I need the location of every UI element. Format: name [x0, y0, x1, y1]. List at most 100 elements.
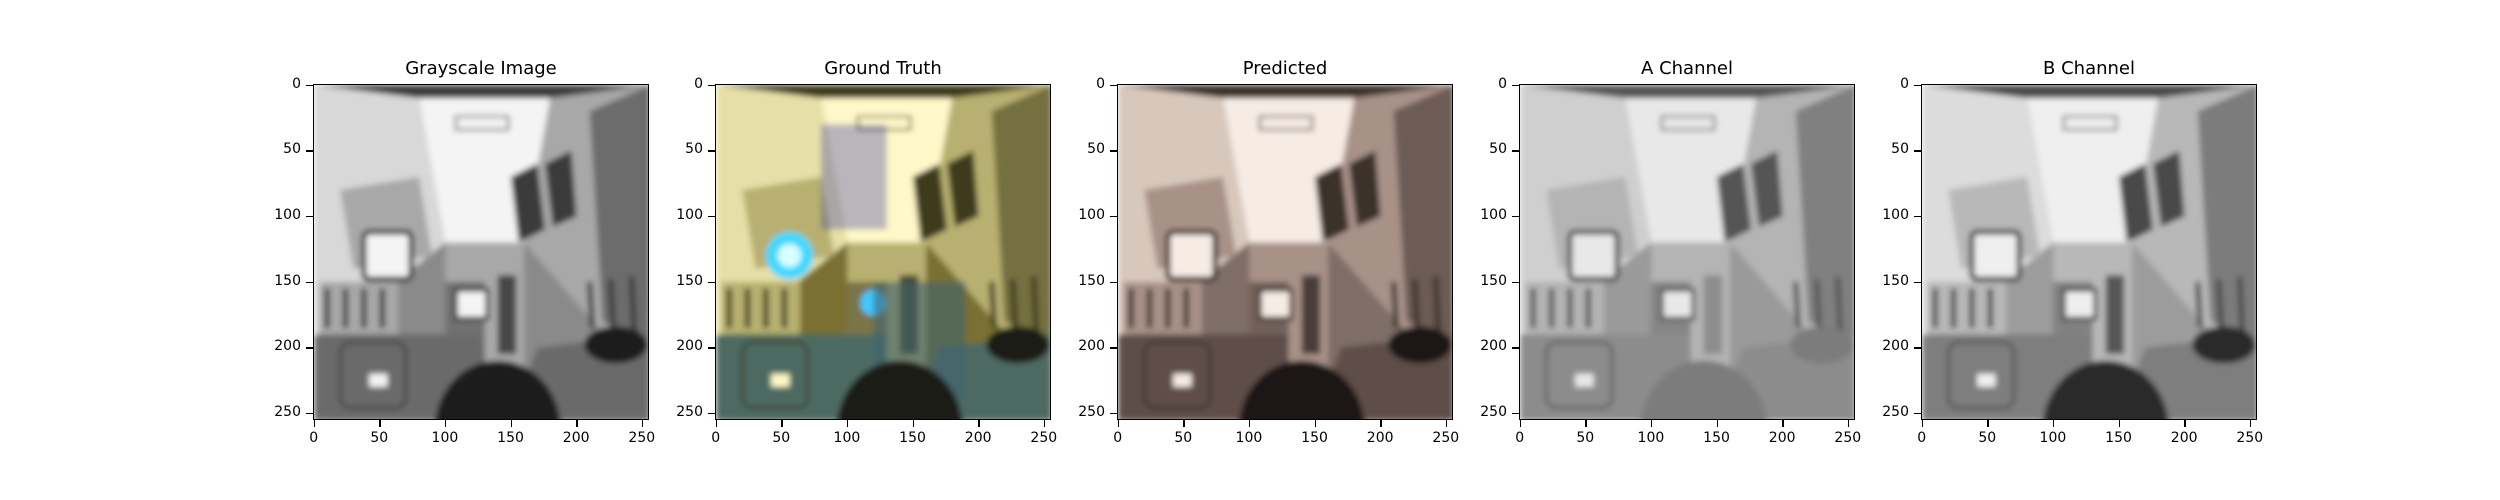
x-tick-label: 250 — [2236, 430, 2264, 446]
x-tick-label: 50 — [370, 430, 389, 446]
x-tick-label: 0 — [1917, 430, 1927, 446]
panel-title: Ground Truth — [824, 58, 942, 79]
x-tick-label: 0 — [1113, 430, 1123, 446]
y-tick-mark — [1110, 412, 1117, 415]
y-tick-label: 50 — [283, 141, 301, 158]
x-tick-mark — [576, 420, 578, 427]
y-tick-mark — [306, 281, 313, 284]
x-tick-mark — [1987, 420, 1989, 427]
y-tick-mark — [1512, 84, 1519, 87]
x-tick-label: 200 — [964, 430, 992, 446]
panel-title: Grayscale Image — [405, 58, 557, 79]
x-tick-label: 100 — [2039, 430, 2067, 446]
x-tick-label: 250 — [628, 430, 656, 446]
x-tick-mark — [1117, 420, 1120, 427]
x-tick-label: 100 — [1637, 430, 1665, 446]
x-tick-label: 0 — [711, 430, 721, 446]
y-tick-label: 0 — [1096, 75, 1105, 92]
y-tick-label: 100 — [1480, 206, 1507, 223]
y-tick-mark — [1110, 347, 1117, 349]
y-tick-label: 250 — [274, 403, 301, 420]
panel-image — [715, 84, 1051, 420]
x-tick-label: 100 — [431, 430, 459, 446]
y-tick-mark — [1914, 347, 1921, 349]
y-tick-label: 250 — [1480, 403, 1507, 420]
x-tick-mark — [846, 420, 849, 427]
x-tick-mark — [2052, 420, 2055, 427]
panel-title: A Channel — [1641, 58, 1733, 79]
y-tick-mark — [1110, 215, 1117, 218]
y-tick-label: 100 — [676, 206, 703, 223]
x-tick-mark — [715, 420, 718, 427]
x-tick-label: 150 — [497, 430, 524, 446]
x-tick-mark — [1445, 420, 1448, 427]
y-tick-mark — [708, 281, 715, 284]
y-tick-label: 150 — [274, 272, 301, 289]
x-tick-mark — [1519, 420, 1522, 427]
y-tick-mark — [708, 347, 715, 349]
y-tick-label: 0 — [1498, 75, 1507, 92]
y-tick-label: 200 — [1078, 338, 1105, 355]
x-tick-label: 50 — [1174, 430, 1193, 446]
y-tick-mark — [1914, 412, 1921, 415]
x-tick-label: 250 — [1432, 430, 1460, 446]
y-tick-mark — [708, 215, 715, 218]
x-tick-label: 100 — [1235, 430, 1263, 446]
x-tick-mark — [313, 420, 316, 427]
y-tick-label: 0 — [694, 75, 703, 92]
y-tick-label: 150 — [676, 272, 703, 289]
y-tick-label: 150 — [1078, 272, 1105, 289]
x-tick-label: 200 — [2170, 430, 2198, 446]
x-tick-label: 250 — [1030, 430, 1058, 446]
x-tick-mark — [978, 420, 980, 427]
y-tick-mark — [306, 347, 313, 349]
x-tick-mark — [444, 420, 447, 427]
x-tick-label: 250 — [1834, 430, 1862, 446]
y-tick-label: 100 — [274, 206, 301, 223]
x-tick-mark — [1314, 420, 1317, 427]
y-tick-label: 200 — [1480, 338, 1507, 355]
y-tick-mark — [1110, 281, 1117, 284]
x-tick-label: 200 — [562, 430, 590, 446]
x-tick-mark — [1043, 420, 1046, 427]
x-tick-mark — [641, 420, 644, 427]
y-tick-label: 250 — [1882, 403, 1909, 420]
y-tick-mark — [1512, 412, 1519, 415]
x-tick-mark — [1782, 420, 1784, 427]
y-tick-label: 0 — [292, 75, 301, 92]
y-tick-mark — [1914, 281, 1921, 284]
x-tick-label: 50 — [1576, 430, 1595, 446]
y-tick-mark — [306, 84, 313, 87]
x-tick-mark — [510, 420, 513, 427]
panel-title: B Channel — [2043, 58, 2135, 79]
x-tick-mark — [781, 420, 783, 427]
x-tick-mark — [2184, 420, 2186, 427]
panel-image — [1921, 84, 2257, 420]
x-tick-mark — [1921, 420, 1924, 427]
x-tick-label: 100 — [833, 430, 861, 446]
x-tick-label: 200 — [1768, 430, 1796, 446]
y-tick-label: 50 — [1087, 141, 1105, 158]
y-tick-mark — [1110, 84, 1117, 87]
x-tick-label: 150 — [1301, 430, 1328, 446]
y-tick-mark — [1512, 347, 1519, 349]
x-tick-mark — [1380, 420, 1382, 427]
y-tick-label: 100 — [1882, 206, 1909, 223]
y-tick-label: 0 — [1900, 75, 1909, 92]
x-tick-mark — [1585, 420, 1587, 427]
y-tick-label: 50 — [1891, 141, 1909, 158]
y-tick-mark — [306, 150, 313, 152]
x-tick-label: 50 — [772, 430, 791, 446]
x-tick-label: 0 — [309, 430, 319, 446]
y-tick-label: 200 — [676, 338, 703, 355]
y-tick-label: 250 — [676, 403, 703, 420]
y-tick-mark — [1512, 281, 1519, 284]
x-tick-mark — [912, 420, 915, 427]
panel-image — [1519, 84, 1855, 420]
x-tick-mark — [1847, 420, 1850, 427]
x-tick-mark — [1183, 420, 1185, 427]
y-tick-mark — [1914, 150, 1921, 152]
panel-image — [1117, 84, 1453, 420]
x-tick-mark — [2249, 420, 2252, 427]
x-tick-mark — [1716, 420, 1719, 427]
